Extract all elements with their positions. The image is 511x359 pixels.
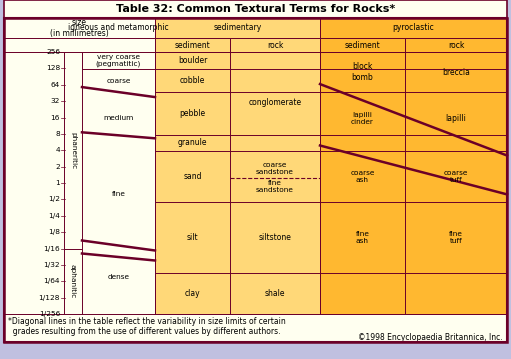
Text: 1/32: 1/32 xyxy=(43,262,60,268)
Text: medium: medium xyxy=(103,115,134,121)
Text: coarse
ash: coarse ash xyxy=(351,170,375,183)
Bar xyxy=(4,38,155,52)
Text: lapilli
cinder: lapilli cinder xyxy=(351,112,374,125)
Bar xyxy=(155,38,230,52)
Text: aphanitic: aphanitic xyxy=(70,264,76,298)
Text: clay: clay xyxy=(184,289,200,298)
Text: ©1998 Encyclopaedia Britannica, Inc.: ©1998 Encyclopaedia Britannica, Inc. xyxy=(358,332,503,341)
Text: rock: rock xyxy=(448,41,464,50)
Text: coarse
tuff: coarse tuff xyxy=(444,170,468,183)
Text: dense: dense xyxy=(107,274,129,280)
Bar xyxy=(155,18,320,38)
Text: 1: 1 xyxy=(55,180,60,186)
Bar xyxy=(4,314,507,342)
Text: silt: silt xyxy=(187,233,198,242)
Text: igneous and metamorphic: igneous and metamorphic xyxy=(68,23,169,33)
Text: 2: 2 xyxy=(55,164,60,169)
Bar xyxy=(230,38,320,52)
Text: granule: granule xyxy=(178,139,207,148)
Bar xyxy=(320,52,507,314)
Text: 1/8: 1/8 xyxy=(48,229,60,235)
Text: breccia: breccia xyxy=(442,67,470,76)
Text: 128: 128 xyxy=(46,65,60,71)
Bar xyxy=(320,38,405,52)
Text: size
(in millimetres): size (in millimetres) xyxy=(50,18,109,38)
Text: fine: fine xyxy=(111,191,125,197)
Text: 1/4: 1/4 xyxy=(48,213,60,219)
Text: coarse
sandstone: coarse sandstone xyxy=(256,162,294,175)
Text: 1/64: 1/64 xyxy=(43,278,60,284)
Text: fine
ash: fine ash xyxy=(356,231,369,244)
Text: lapilli: lapilli xyxy=(446,114,467,123)
Bar xyxy=(320,18,507,38)
Text: sedimentary: sedimentary xyxy=(214,23,262,33)
Text: 256: 256 xyxy=(46,49,60,55)
Text: siltstone: siltstone xyxy=(259,233,291,242)
Text: phaneritic: phaneritic xyxy=(70,132,76,169)
Text: block
bomb: block bomb xyxy=(352,62,374,82)
Text: 1/256: 1/256 xyxy=(39,311,60,317)
Text: shale: shale xyxy=(265,289,285,298)
Text: 1/128: 1/128 xyxy=(38,295,60,300)
Text: coarse: coarse xyxy=(106,78,131,84)
Text: sediment: sediment xyxy=(344,41,380,50)
Bar xyxy=(405,38,507,52)
Text: conglomerate: conglomerate xyxy=(248,98,301,107)
Text: 64: 64 xyxy=(51,82,60,88)
Text: 1/16: 1/16 xyxy=(43,246,60,252)
Text: 8: 8 xyxy=(55,131,60,137)
Text: 16: 16 xyxy=(51,115,60,121)
Bar xyxy=(4,52,155,314)
Text: sand: sand xyxy=(183,172,202,181)
Text: cobble: cobble xyxy=(180,76,205,85)
Bar xyxy=(82,52,155,69)
Text: 4: 4 xyxy=(55,147,60,153)
Bar xyxy=(155,52,320,314)
Text: grades resulting from the use of different values by different authors.: grades resulting from the use of differe… xyxy=(8,327,281,336)
Text: 32: 32 xyxy=(51,98,60,104)
Bar xyxy=(4,18,155,38)
Text: *Diagonal lines in the table reflect the variability in size limits of certain: *Diagonal lines in the table reflect the… xyxy=(8,317,286,326)
Text: boulder: boulder xyxy=(178,56,207,65)
Text: pebble: pebble xyxy=(179,109,205,118)
Text: pyroclastic: pyroclastic xyxy=(392,23,434,33)
Bar xyxy=(4,0,507,18)
Text: Table 32: Common Textural Terms for Rocks*: Table 32: Common Textural Terms for Rock… xyxy=(116,4,395,14)
Text: fine
tuff: fine tuff xyxy=(449,231,463,244)
Text: 1/2: 1/2 xyxy=(48,196,60,202)
Text: rock: rock xyxy=(267,41,283,50)
Text: sediment: sediment xyxy=(175,41,211,50)
Text: very coarse
(pegmatitic): very coarse (pegmatitic) xyxy=(96,54,141,67)
Text: fine
sandstone: fine sandstone xyxy=(256,180,294,193)
